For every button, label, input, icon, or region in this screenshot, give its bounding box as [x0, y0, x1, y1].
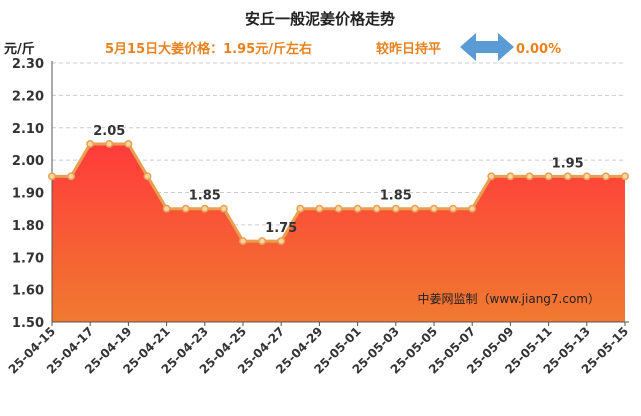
data-point: [391, 204, 400, 213]
y-tick-label: 2.20: [12, 89, 44, 104]
y-tick-label: 2.10: [12, 122, 44, 137]
data-point: [353, 204, 362, 213]
y-tick-label: 1.90: [12, 187, 44, 202]
chart-subtitle: 5月15日大姜价格：1.95元/斤左右: [105, 41, 312, 57]
data-label: 1.85: [189, 189, 221, 204]
data-point: [258, 237, 267, 246]
data-labels: 2.05 1.85 1.75 1.85 1.95: [93, 124, 583, 236]
comparison-text: 较昨日持平: [376, 41, 441, 57]
data-point: [239, 237, 247, 246]
data-label: 2.05: [93, 124, 125, 139]
data-label: 1.95: [552, 156, 584, 171]
data-point: [334, 204, 343, 213]
y-tick-label: 1.50: [12, 316, 44, 331]
data-point: [315, 204, 324, 213]
data-point: [468, 204, 477, 213]
data-label: 1.75: [265, 221, 297, 236]
chart-title: 安丘一般泥姜价格走势: [245, 10, 395, 28]
data-point: [563, 172, 572, 181]
data-point: [86, 139, 95, 148]
axes: [51, 61, 629, 326]
data-point: [372, 204, 381, 213]
data-point: [219, 204, 228, 213]
data-point: [105, 139, 114, 148]
data-point: [143, 172, 152, 181]
data-point: [449, 204, 458, 213]
price-area: [52, 143, 625, 322]
x-tick-labels: 25-04-1525-04-1725-04-1925-04-2125-04-23…: [6, 324, 631, 376]
double-arrow-icon: [460, 33, 514, 61]
data-markers: [48, 139, 629, 246]
y-axis-unit: 元/斤: [4, 41, 35, 57]
data-point: [67, 172, 76, 181]
y-tick-label: 2.30: [12, 57, 44, 72]
data-point: [410, 204, 419, 213]
data-label: 1.85: [380, 189, 412, 204]
watermark-text: 中姜网监制（www.jiang7.com）: [418, 291, 600, 306]
data-point: [124, 139, 133, 148]
data-point: [525, 172, 534, 181]
data-point: [621, 172, 629, 181]
y-tick-label: 1.70: [12, 251, 44, 266]
y-tick-label: 1.80: [12, 219, 44, 234]
data-point: [506, 172, 515, 181]
y-tick-label: 2.00: [12, 154, 44, 169]
data-point: [430, 204, 438, 213]
data-point: [544, 172, 553, 181]
data-point: [48, 172, 56, 181]
data-point: [181, 204, 190, 213]
data-point: [162, 204, 171, 213]
y-tick-labels: 1.50 1.60 1.70 1.80 1.90 2.00 2.10 2.20 2.30: [12, 57, 44, 331]
y-tick-label: 1.60: [12, 284, 44, 299]
data-point: [601, 172, 610, 181]
change-text: 0.00%: [516, 42, 561, 57]
data-point: [487, 172, 496, 181]
data-point: [277, 237, 286, 246]
data-point: [582, 172, 591, 181]
data-point: [296, 204, 305, 213]
data-point: [200, 204, 209, 213]
